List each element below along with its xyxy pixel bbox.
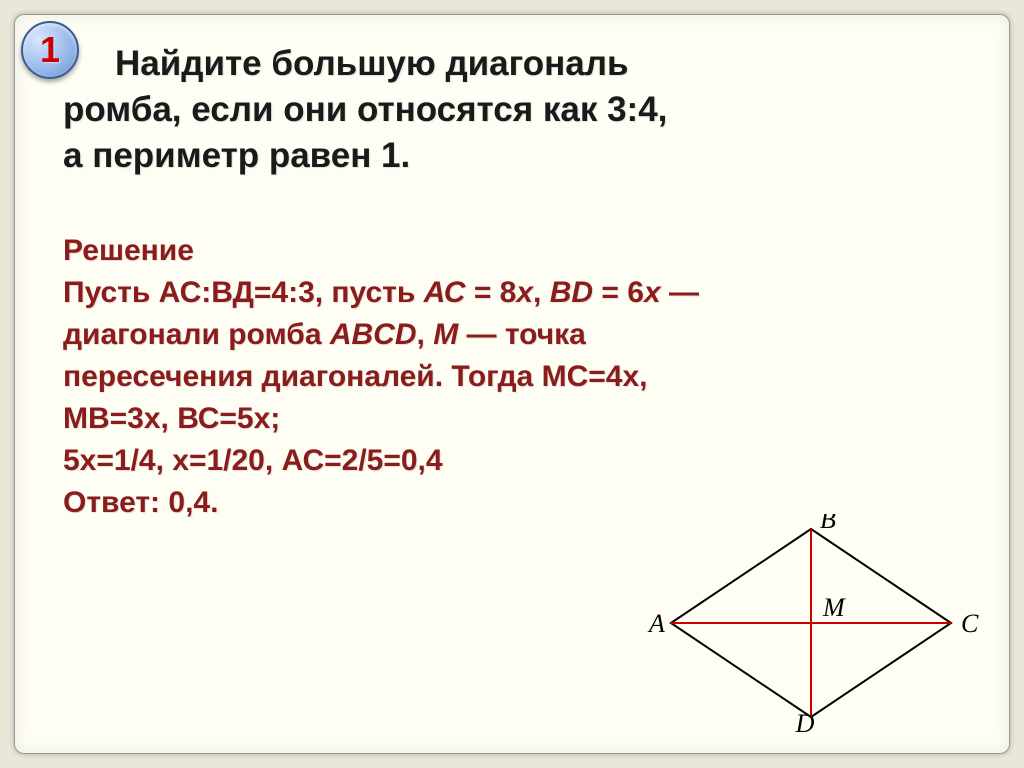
content-area: Найдите большую диагональ ромба, если он… [63, 41, 969, 524]
t: , [533, 276, 550, 309]
solution-heading: Решение [63, 230, 969, 272]
t: M [433, 318, 458, 351]
vertex-label-a: A [647, 609, 665, 638]
t: — точка [458, 318, 586, 351]
problem-statement: Найдите большую диагональ ромба, если он… [115, 41, 969, 180]
t: Пусть АС:ВД=4:3, пусть [63, 276, 424, 309]
vertex-label-b: B [820, 514, 836, 534]
t: — [661, 276, 699, 309]
solution-line-1: Пусть АС:ВД=4:3, пусть АС = 8x, BD = 6x … [63, 272, 969, 314]
vertex-label-d: D [795, 709, 815, 732]
t: диагонали ромба [63, 318, 330, 351]
t: x [644, 276, 661, 309]
solution-block: Решение Пусть АС:ВД=4:3, пусть АС = 8x, … [63, 230, 969, 524]
rhombus-diagram: A B C D M [631, 514, 991, 732]
center-label-m: M [822, 593, 846, 622]
t: = 6 [593, 276, 644, 309]
problem-number: 1 [40, 29, 60, 71]
t: АС [424, 276, 466, 309]
solution-line-4: МВ=3х, ВС=5х; [63, 398, 969, 440]
rhombus-svg: A B C D M [631, 514, 991, 732]
solution-line-3: пересечения диагоналей. Тогда МС=4х, [63, 356, 969, 398]
t: = 8 [465, 276, 516, 309]
solution-line-2: диагонали ромба ABCD, M — точка [63, 314, 969, 356]
t: ABCD [330, 318, 417, 351]
vertex-label-c: C [961, 609, 979, 638]
problem-line-3: а периметр равен 1. [63, 133, 969, 179]
problem-line-2: ромба, если они относятся как 3:4, [63, 87, 969, 133]
t: x [516, 276, 533, 309]
problem-line-1: Найдите большую диагональ [115, 41, 969, 87]
t: , [417, 318, 434, 351]
solution-line-5: 5х=1/4, х=1/20, АС=2/5=0,4 [63, 440, 969, 482]
t: BD [550, 276, 593, 309]
slide-frame: 1 Найдите большую диагональ ромба, если … [14, 14, 1010, 754]
